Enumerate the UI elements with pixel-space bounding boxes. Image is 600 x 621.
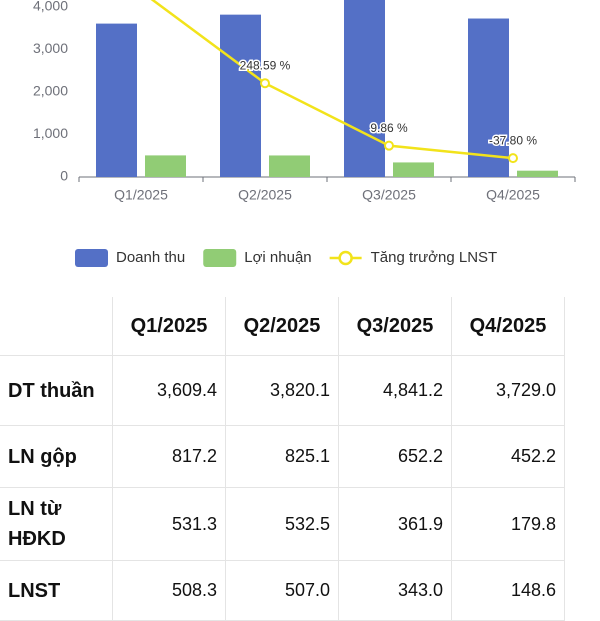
cell-value: 508.3 — [112, 560, 226, 621]
legend-swatch — [75, 249, 108, 267]
corner-cell — [0, 297, 113, 356]
data-table: Q1/2025 Q2/2025 Q3/2025 Q4/2025 DT thuần 3,60… — [0, 297, 565, 621]
bar — [393, 162, 434, 177]
y-tick-label: 2,000 — [33, 83, 68, 99]
legend-swatch — [338, 250, 353, 266]
cell-value: 3,820.1 — [225, 355, 339, 426]
data-label: -37.80 % — [489, 133, 537, 147]
column-header: Q4/2025 — [451, 297, 565, 356]
x-tick-label: Q4/2025 — [486, 187, 540, 203]
x-tick-label: Q1/2025 — [114, 187, 168, 203]
cell-value: 652.2 — [338, 425, 452, 488]
line-point — [260, 78, 270, 89]
row-label: LN gộp — [0, 425, 113, 488]
legend-label: Lợi nhuận — [244, 249, 311, 266]
cell-value: 817.2 — [112, 425, 226, 488]
x-tick-label: Q2/2025 — [238, 187, 292, 203]
y-tick-label: 4,000 — [33, 0, 68, 14]
bar — [344, 0, 385, 178]
data-label: 9.86 % — [370, 121, 408, 135]
table-row: DT thuần 3,609.4 3,820.1 4,841.2 3,729.0 — [0, 355, 565, 426]
page: 0 1,000 2,000 3,000 4,000 Q1/2025 Q2/2025 Q3/20… — [0, 0, 576, 621]
y-tick-label: 3,000 — [33, 40, 68, 56]
cell-value: 452.2 — [451, 425, 565, 488]
row-label: DT thuần — [0, 355, 113, 426]
data-label: 248.59 % — [240, 58, 291, 72]
column-header: Q2/2025 — [225, 297, 339, 356]
bar — [468, 18, 509, 177]
row-label: LN từ HĐKD — [0, 487, 113, 561]
cell-value: 825.1 — [225, 425, 339, 488]
cell-value: 3,729.0 — [451, 355, 565, 426]
bar — [269, 155, 310, 177]
x-tick-label: Q3/2025 — [362, 187, 416, 203]
cell-value: 148.6 — [451, 560, 565, 621]
bar — [220, 14, 261, 177]
chart: 0 1,000 2,000 3,000 4,000 Q1/2025 Q2/2025 Q3/20… — [33, 0, 576, 267]
column-header: Q1/2025 — [112, 297, 226, 356]
cell-value: 343.0 — [338, 560, 452, 621]
bar — [517, 170, 558, 177]
y-tick-label: 0 — [60, 168, 68, 184]
line — [150, 0, 514, 160]
cell-value: 532.5 — [225, 487, 339, 561]
table-row: LN từ HĐKD 531.3 532.5 361.9 179.8 — [0, 487, 565, 561]
row-label: LNST — [0, 560, 113, 621]
cell-value: 507.0 — [225, 560, 339, 621]
cell-value: 531.3 — [112, 487, 226, 561]
cell-value: 4,841.2 — [338, 355, 452, 426]
line-point — [508, 153, 518, 164]
bar — [96, 23, 137, 178]
cell-value: 179.8 — [451, 487, 565, 561]
y-tick-label: 1,000 — [33, 125, 68, 141]
legend-swatch — [203, 249, 237, 267]
cell-value: 361.9 — [338, 487, 452, 561]
bar — [145, 155, 186, 177]
table-row: LNST 508.3 507.0 343.0 148.6 — [0, 560, 565, 621]
cell-value: 3,609.4 — [112, 355, 226, 426]
line-point — [384, 140, 394, 151]
column-header: Q3/2025 — [338, 297, 452, 356]
legend-label: Doanh thu — [116, 249, 185, 266]
header-row: Q1/2025 Q2/2025 Q3/2025 Q4/2025 — [0, 297, 565, 356]
legend-label: Tăng trưởng LNST — [371, 249, 498, 266]
table-row: LN gộp 817.2 825.1 652.2 452.2 — [0, 425, 565, 488]
